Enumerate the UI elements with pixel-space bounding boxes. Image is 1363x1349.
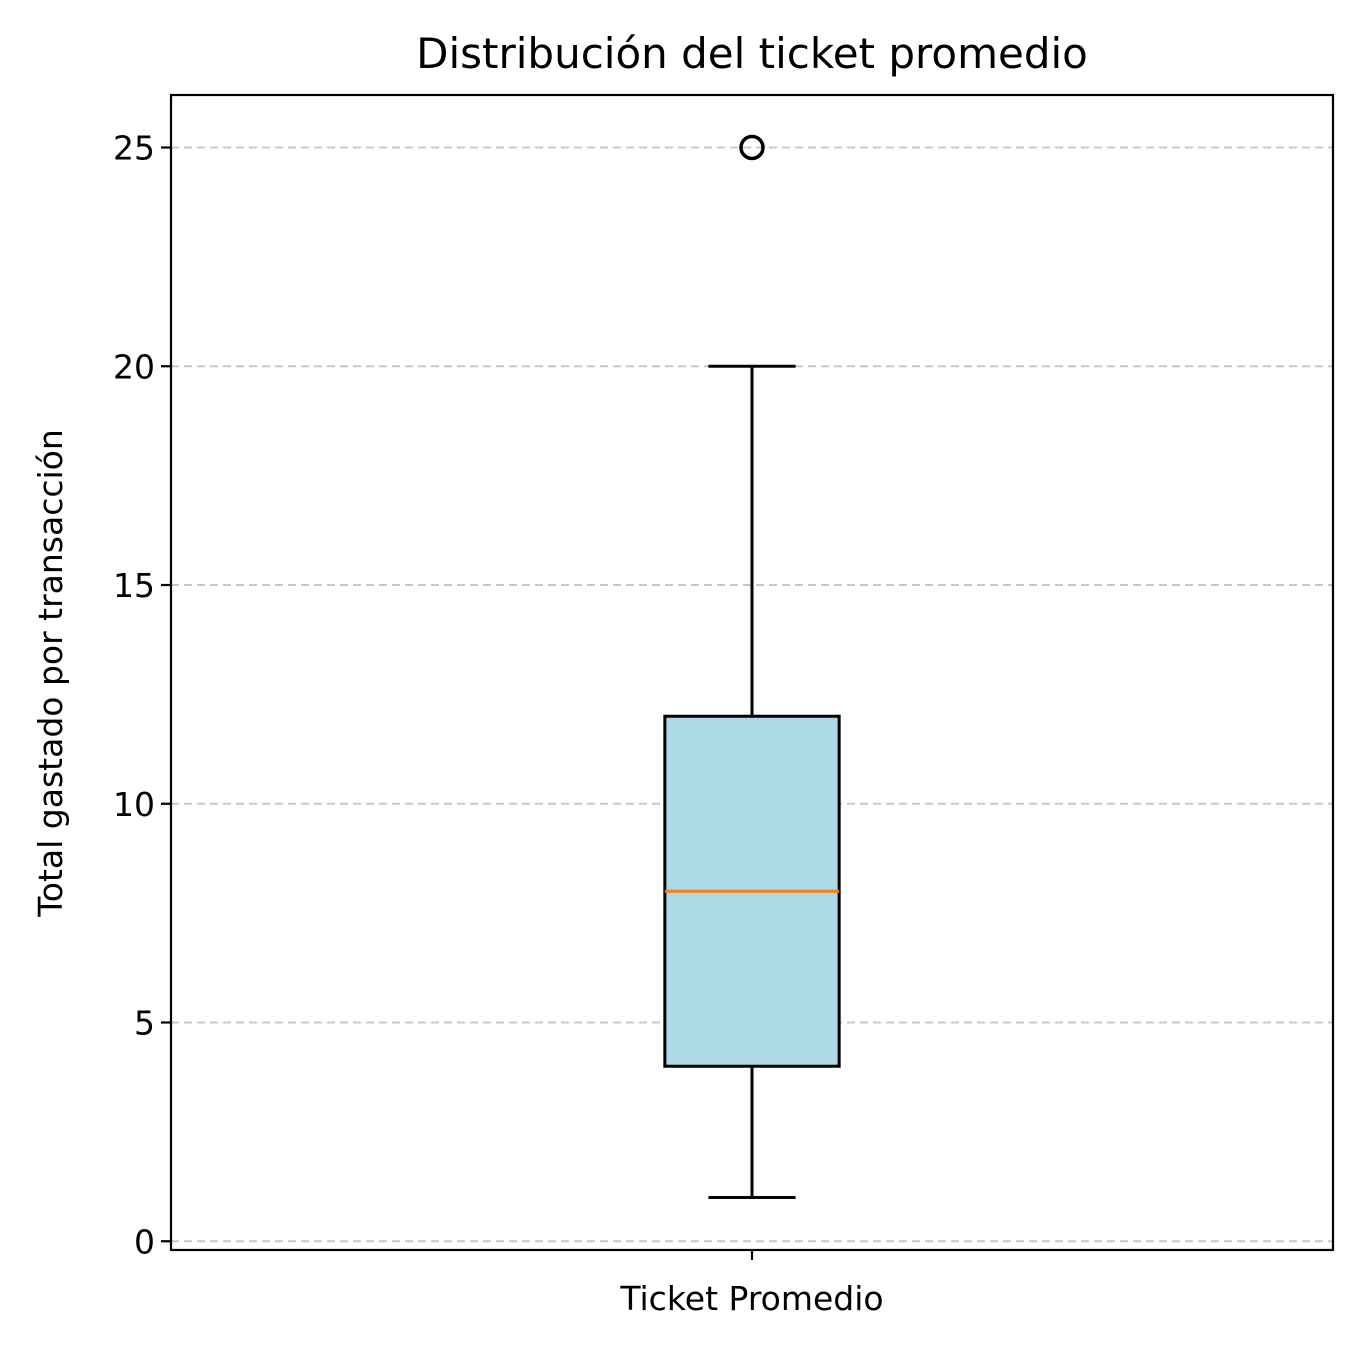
plot-area	[663, 134, 841, 1199]
y-tick-label: 25	[113, 129, 155, 168]
y-tick-label: 15	[113, 566, 155, 605]
chart-title: Distribución del ticket promedio	[416, 29, 1088, 78]
y-tick-label: 20	[113, 347, 155, 386]
outlier-point	[739, 134, 765, 161]
y-tick-label: 10	[113, 785, 155, 824]
y-axis-label: Total gastado por transacción	[31, 429, 70, 918]
grid-lines	[171, 146, 1333, 1243]
axes: 0 5 10 15 20 25 Ticket Promedio	[113, 129, 884, 1319]
x-tick-label: Ticket Promedio	[619, 1279, 883, 1318]
y-tick-label: 0	[134, 1222, 155, 1261]
y-tick-label: 5	[134, 1004, 155, 1043]
